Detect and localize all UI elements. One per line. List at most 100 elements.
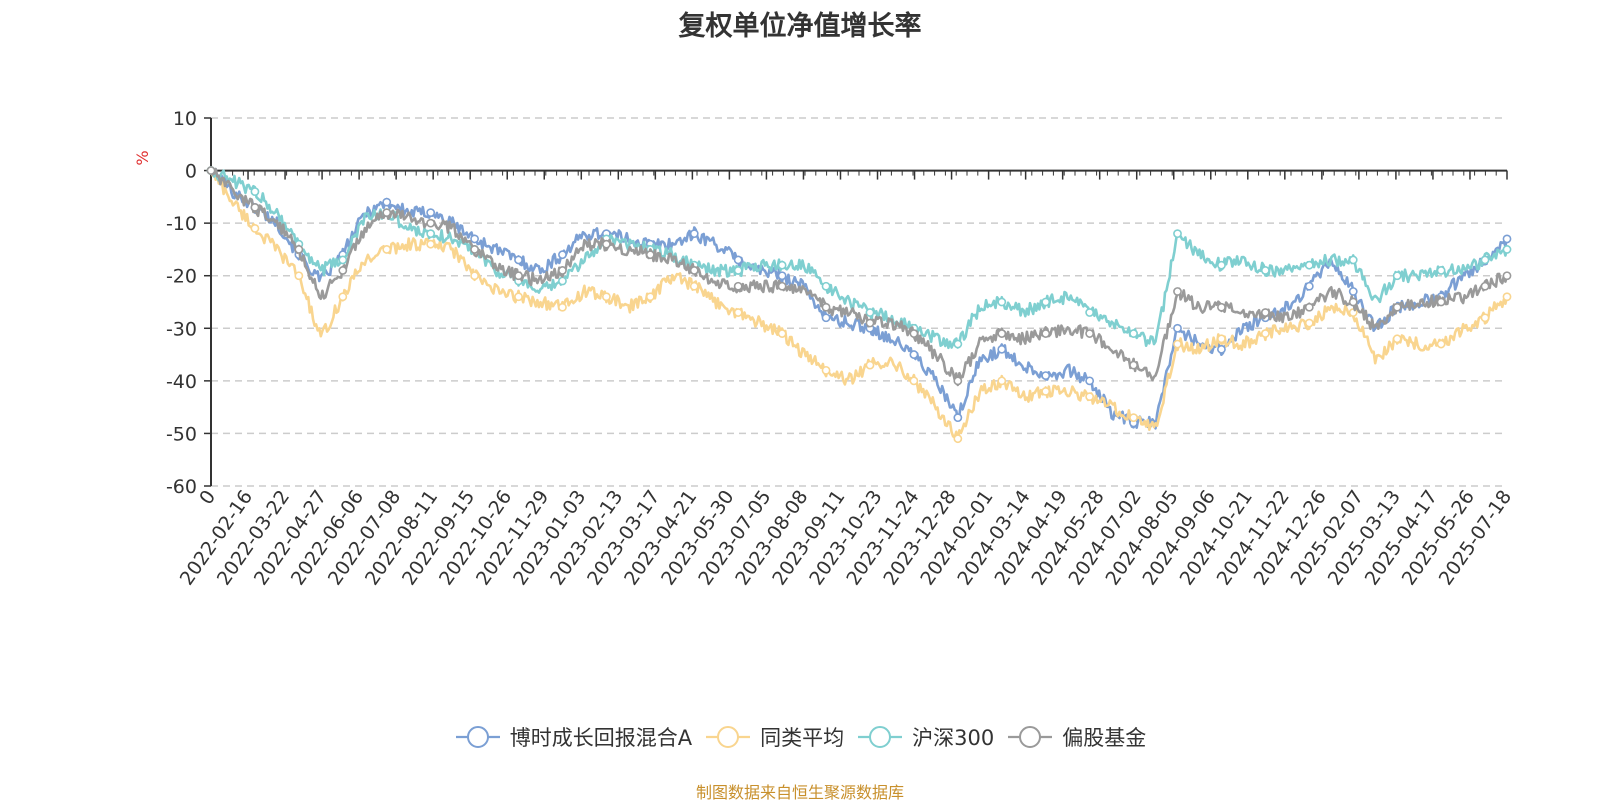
data-point (601, 292, 611, 302)
data-point (1480, 313, 1490, 323)
data-point (1502, 245, 1512, 254)
data-point (1173, 339, 1182, 349)
x-tick-label: 0 (195, 486, 220, 509)
data-point (1217, 302, 1226, 312)
data-point (1085, 376, 1095, 386)
data-point (1129, 360, 1138, 370)
legend-item[interactable]: 同类平均 (704, 722, 844, 752)
data-point (514, 292, 523, 302)
data-point (470, 245, 479, 254)
data-point (1392, 334, 1402, 344)
data-point (294, 245, 304, 254)
data-point (1260, 308, 1270, 317)
data-point (426, 229, 436, 239)
data-point (1348, 287, 1358, 296)
data-point (777, 281, 787, 291)
data-point (909, 376, 919, 386)
data-point (777, 260, 787, 270)
data-point (1480, 281, 1490, 291)
data-point (1304, 281, 1314, 291)
data-point (1041, 297, 1051, 307)
data-point (1173, 229, 1182, 239)
data-point (1041, 329, 1051, 338)
data-point (821, 281, 831, 291)
legend-item[interactable]: 偏股基金 (1006, 722, 1146, 752)
data-point (1129, 329, 1138, 338)
data-point (645, 292, 655, 302)
data-point (338, 255, 348, 265)
data-point (1173, 323, 1182, 333)
data-point (865, 318, 875, 328)
legend-label: 博时成长回报混合A (509, 726, 693, 750)
data-point (426, 218, 436, 228)
legend-line-circle-icon (706, 726, 751, 748)
data-point (250, 223, 260, 233)
data-point (558, 250, 567, 260)
data-point (470, 271, 479, 281)
series-line (209, 170, 1509, 443)
legend-item[interactable]: 博时成长回报混合A (454, 722, 692, 752)
data-point (294, 271, 304, 281)
series-lines (206, 166, 1512, 444)
data-point (1304, 302, 1314, 312)
y-tick-label: -20 (166, 266, 197, 288)
data-point (338, 266, 348, 275)
legend-line-circle-icon (455, 726, 500, 748)
data-point (601, 239, 611, 249)
data-point (514, 255, 523, 265)
legend-line-circle-icon (858, 726, 903, 748)
data-point (514, 271, 523, 281)
legend-item[interactable]: 沪深300 (856, 722, 994, 752)
legend-label: 沪深300 (912, 726, 995, 750)
data-point (250, 187, 260, 196)
data-point (733, 308, 743, 317)
data-point (1304, 318, 1314, 328)
data-point (1217, 344, 1226, 354)
data-point (953, 413, 963, 423)
data-point (1260, 266, 1270, 275)
data-point (1217, 260, 1226, 270)
data-point (953, 376, 963, 386)
data-point (733, 255, 743, 265)
axes: 100-10-20-30-40-50-6002022-02-162022-03-… (166, 108, 1516, 589)
source-note: 制图数据来自恒生聚源数据库 (695, 783, 904, 802)
data-point (1085, 392, 1095, 402)
data-point (1173, 287, 1182, 296)
data-point (909, 329, 919, 338)
data-point (997, 344, 1007, 354)
data-point (1304, 260, 1314, 270)
data-point (733, 266, 743, 275)
y-tick-label: -10 (166, 213, 197, 235)
data-point (777, 271, 787, 281)
data-point (1392, 302, 1402, 312)
data-point (997, 329, 1007, 338)
y-tick-label: -30 (166, 318, 197, 340)
data-point (865, 360, 875, 370)
series-3 (206, 166, 1512, 387)
data-point (1041, 386, 1051, 396)
data-point (558, 276, 567, 286)
data-point (206, 166, 216, 175)
y-tick-label: -60 (166, 476, 197, 498)
legend-line-circle-icon (1008, 726, 1053, 748)
data-point (997, 297, 1007, 307)
data-point (338, 292, 348, 302)
data-point (382, 208, 392, 218)
data-point (865, 308, 875, 317)
data-point (470, 234, 479, 244)
data-point (1260, 329, 1270, 338)
data-point (1085, 329, 1095, 338)
y-tick-label: 10 (173, 108, 197, 130)
data-point (1217, 334, 1226, 344)
data-point (1502, 271, 1512, 281)
data-point (558, 266, 567, 275)
data-point (426, 208, 436, 218)
data-point (821, 313, 831, 323)
y-tick-label: -50 (166, 423, 197, 445)
y-tick-label: 0 (185, 161, 197, 183)
data-point (821, 365, 831, 375)
data-point (1085, 308, 1095, 317)
data-point (1348, 255, 1358, 265)
data-point (382, 245, 392, 254)
